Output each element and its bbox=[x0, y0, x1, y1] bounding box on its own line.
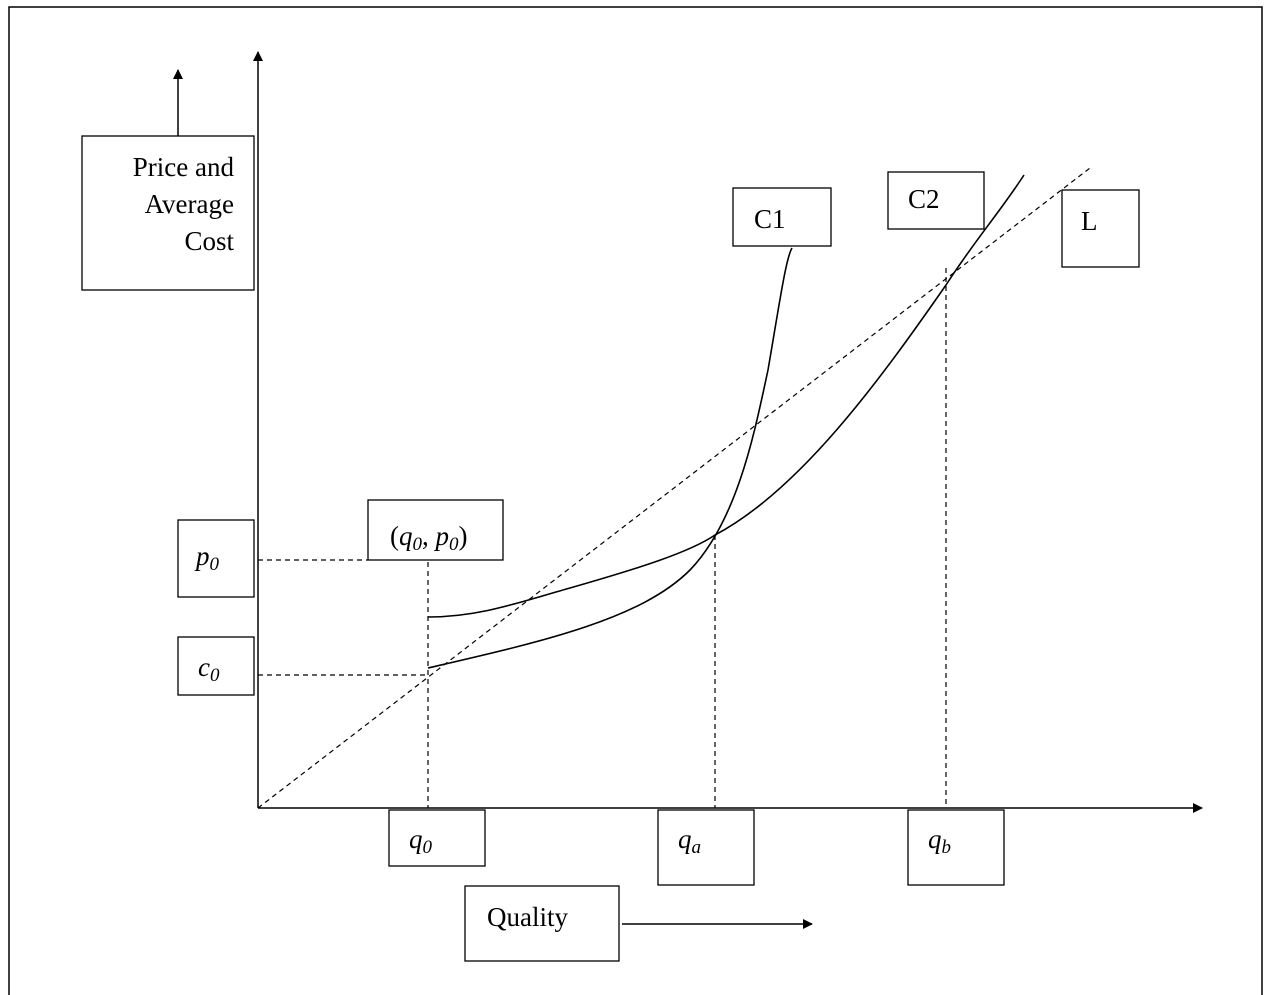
p0-label: p0 bbox=[194, 541, 220, 575]
c1-label: C1 bbox=[754, 204, 786, 234]
curve-c1 bbox=[427, 247, 793, 669]
c1-label-box bbox=[732, 187, 832, 247]
y-axis-label-box bbox=[81, 135, 255, 291]
x-axis-label: Quality bbox=[487, 902, 568, 932]
q0-label-box bbox=[388, 809, 486, 867]
c0-label-box bbox=[177, 636, 255, 696]
y-axis-label-line1: Price and bbox=[133, 152, 235, 182]
qb-label: qb bbox=[928, 824, 951, 858]
q0-label: q0 bbox=[409, 824, 433, 858]
x-axis-label-box bbox=[464, 885, 620, 962]
curve-c2 bbox=[427, 174, 1025, 618]
c0-label: c0 bbox=[198, 652, 220, 686]
qa-label-box bbox=[657, 809, 755, 886]
y-axis-label-line2: Average bbox=[145, 189, 234, 219]
line-l bbox=[257, 167, 1091, 809]
figure-frame bbox=[8, 6, 1263, 995]
point-label: (q0, p0) bbox=[390, 521, 468, 555]
c2-label-box bbox=[887, 171, 985, 230]
p0-label-box bbox=[177, 519, 255, 598]
point-label-box bbox=[367, 499, 504, 561]
y-axis-label-line3: Cost bbox=[184, 226, 234, 256]
qa-label: qa bbox=[678, 824, 701, 858]
c2-label: C2 bbox=[908, 184, 940, 214]
l-label-box bbox=[1061, 189, 1140, 268]
l-label: L bbox=[1081, 206, 1098, 236]
qb-label-box bbox=[907, 809, 1005, 886]
